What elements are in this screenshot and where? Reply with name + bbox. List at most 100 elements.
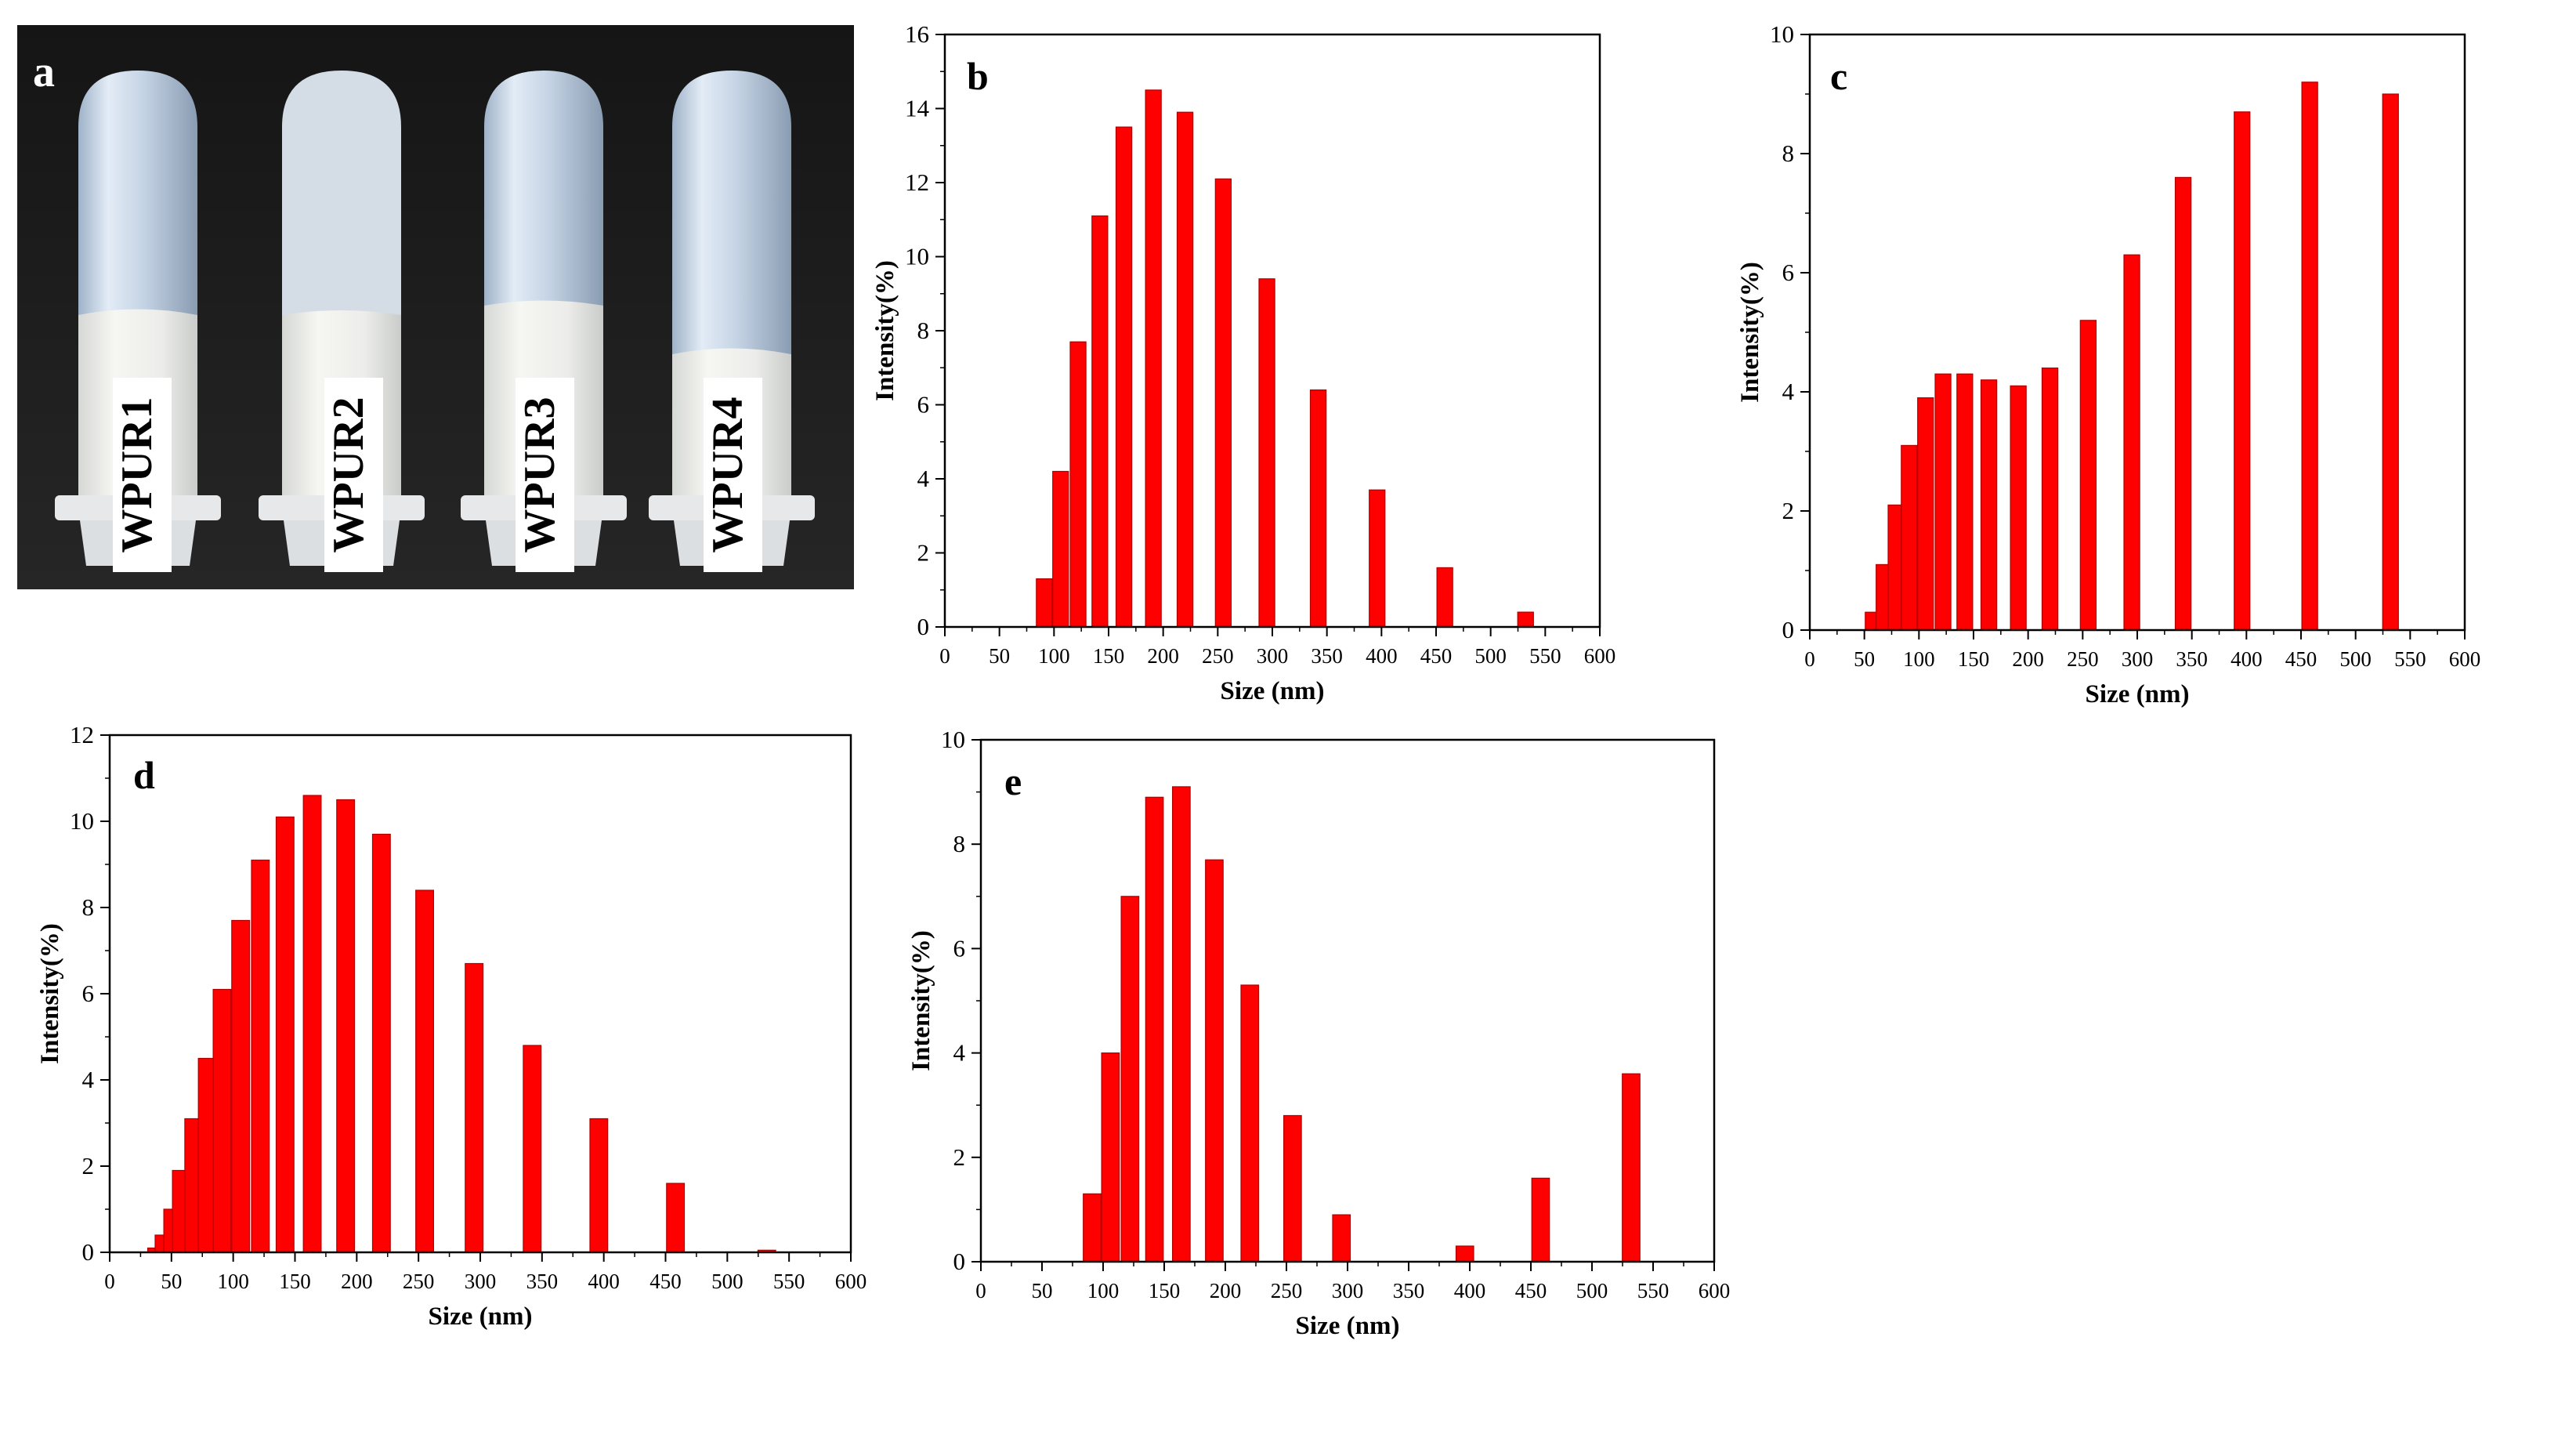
x-tick-label-e-5: 250: [1271, 1279, 1303, 1302]
bar-e-10: [1531, 1177, 1550, 1263]
bar-c-4: [1917, 397, 1934, 631]
bar-b-2: [1069, 341, 1087, 628]
x-tick-label-e-12: 600: [1699, 1279, 1731, 1302]
chart-b: 0 50 100 150 200 250 300 350 400 450 500 550 600 0 2 4 6…: [871, 20, 1616, 705]
x-tick-label-b-4: 200: [1147, 644, 1179, 668]
x-tick-label-d-5: 250: [403, 1270, 435, 1293]
y-tick-label-d-0: 0: [82, 1238, 95, 1266]
x-axis-title-e: Size (nm): [1296, 1312, 1400, 1340]
bar-c-14: [2301, 82, 2318, 631]
x-tick-label-c-1: 50: [1854, 647, 1875, 671]
y-tick-label-b-1: 2: [917, 539, 930, 567]
y-tick-label-c-0: 0: [1782, 616, 1795, 643]
x-tick-label-d-4: 200: [341, 1270, 373, 1293]
bar-e-5: [1205, 859, 1224, 1263]
bar-c-10: [2079, 320, 2097, 631]
x-axis-title-d: Size (nm): [429, 1302, 533, 1331]
y-tick-label-d-2: 4: [82, 1066, 95, 1093]
x-tick-label-c-6: 300: [2122, 647, 2154, 671]
bar-e-6: [1240, 984, 1260, 1263]
bar-c-9: [2041, 368, 2059, 631]
x-tick-label-c-0: 0: [1804, 647, 1815, 671]
x-tick-label-d-2: 100: [217, 1270, 249, 1293]
bar-e-4: [1172, 786, 1191, 1263]
bar-d-8: [251, 859, 270, 1253]
y-tick-label-b-2: 4: [917, 465, 930, 492]
bar-d-11: [336, 799, 356, 1253]
y-tick-label-e-1: 2: [953, 1143, 966, 1171]
x-tick-label-c-3: 150: [1958, 647, 1990, 671]
bar-d-13: [415, 889, 435, 1253]
bar-d-14: [465, 962, 484, 1253]
chart-d: 0 50 100 150 200 250 300 350 400 450 500 550 600 0 2 4 6…: [36, 721, 867, 1331]
x-tick-label-d-3: 150: [279, 1270, 311, 1293]
plot-frame-e: [979, 738, 1716, 1263]
x-tick-label-d-0: 0: [104, 1270, 115, 1293]
y-axis-title-c: Intensity(%): [1736, 262, 1764, 403]
bar-d-9: [275, 816, 295, 1253]
x-tick-label-e-7: 350: [1393, 1279, 1425, 1302]
x-tick-label-d-10: 500: [711, 1270, 743, 1293]
tubes-photo: WPUR1 WPUR2 WPUR3 WPUR4 a: [17, 25, 854, 589]
x-tick-label-e-2: 100: [1087, 1279, 1120, 1302]
panel-label-c: c: [1830, 54, 1847, 98]
bar-d-17: [666, 1183, 686, 1253]
x-tick-label-c-2: 100: [1903, 647, 1935, 671]
x-tick-label-e-9: 450: [1515, 1279, 1547, 1302]
bar-c-13: [2234, 111, 2251, 631]
tube-label-box-3: [516, 378, 574, 572]
bar-b-7: [1214, 178, 1232, 628]
y-tick-label-e-5: 10: [941, 726, 965, 753]
bar-c-3: [1901, 444, 1918, 631]
bar-e-1: [1101, 1052, 1120, 1263]
y-axis-title-e: Intensity(%): [907, 930, 935, 1071]
bar-c-6: [1956, 373, 1974, 631]
y-tick-label-e-0: 0: [953, 1248, 966, 1275]
x-tick-label-d-8: 400: [588, 1270, 620, 1293]
bar-b-4: [1115, 126, 1133, 628]
x-tick-label-e-6: 300: [1332, 1279, 1364, 1302]
x-tick-label-c-5: 250: [2067, 647, 2099, 671]
x-tick-label-d-12: 600: [835, 1270, 867, 1293]
x-tick-label-e-11: 550: [1637, 1279, 1670, 1302]
y-tick-label-c-2: 4: [1782, 378, 1795, 405]
x-tick-label-c-9: 450: [2285, 647, 2317, 671]
bar-d-15: [523, 1045, 542, 1253]
x-tick-label-e-1: 50: [1032, 1279, 1053, 1302]
x-tick-label-e-8: 400: [1454, 1279, 1486, 1302]
y-tick-label-d-3: 6: [82, 980, 95, 1007]
y-tick-label-d-1: 2: [82, 1152, 95, 1179]
bar-b-5: [1145, 89, 1162, 628]
y-tick-label-b-6: 12: [905, 168, 929, 196]
x-tick-label-d-1: 50: [161, 1270, 182, 1293]
x-tick-label-e-10: 500: [1576, 1279, 1608, 1302]
bar-b-11: [1436, 567, 1453, 628]
tube-label-2: WPUR2: [324, 397, 373, 552]
tube-label-4: WPUR4: [704, 397, 752, 552]
bar-e-11: [1622, 1073, 1641, 1263]
x-tick-label-d-9: 450: [649, 1270, 682, 1293]
bar-c-7: [1980, 379, 1998, 631]
y-tick-label-d-6: 12: [70, 721, 94, 748]
tube-label-box-1: [113, 378, 172, 572]
x-tick-label-e-3: 150: [1149, 1279, 1181, 1302]
panel-label-b: b: [967, 54, 989, 98]
x-tick-label-b-2: 100: [1038, 644, 1070, 668]
bar-d-12: [371, 833, 391, 1253]
x-tick-label-b-12: 600: [1584, 644, 1616, 668]
x-tick-label-b-7: 350: [1311, 644, 1343, 668]
bar-b-9: [1309, 389, 1327, 628]
x-tick-label-c-10: 500: [2339, 647, 2372, 671]
bar-e-7: [1283, 1114, 1302, 1263]
x-tick-label-c-12: 600: [2449, 647, 2481, 671]
x-tick-label-b-6: 300: [1257, 644, 1289, 668]
x-tick-label-b-8: 400: [1366, 644, 1398, 668]
bar-e-3: [1145, 796, 1164, 1263]
y-tick-label-c-4: 8: [1782, 139, 1795, 167]
chart-e: 0 50 100 150 200 250 300 350 400 450 500 550 600 0 2 4 6…: [907, 726, 1731, 1340]
x-tick-label-b-11: 550: [1529, 644, 1561, 668]
x-tick-label-b-5: 250: [1202, 644, 1234, 668]
x-axis-title-c: Size (nm): [2086, 680, 2190, 708]
bar-e-2: [1120, 896, 1140, 1263]
